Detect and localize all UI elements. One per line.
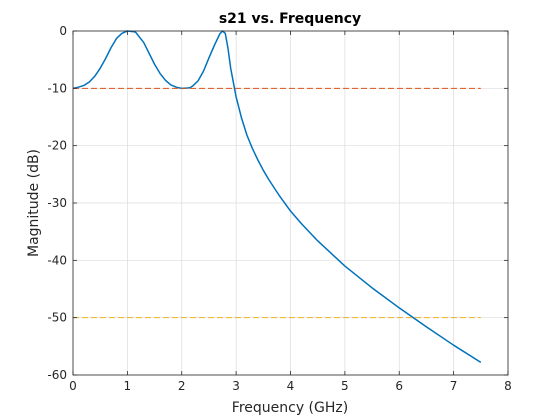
series-group xyxy=(72,30,482,364)
x-tick-label: 8 xyxy=(504,379,512,393)
x-tick-label: 4 xyxy=(287,379,295,393)
y-tick-label: -60 xyxy=(47,368,67,382)
x-tick-label: 6 xyxy=(395,379,403,393)
x-axis-label: Frequency (GHz) xyxy=(232,400,348,416)
y-tick-label: -10 xyxy=(47,81,67,95)
x-tick-label: 0 xyxy=(69,379,77,393)
y-tick-label: 0 xyxy=(59,24,67,38)
x-tick-label: 7 xyxy=(450,379,458,393)
x-tick-label: 1 xyxy=(124,379,132,393)
ticks: 0 1 2 3 4 5 6 7 8 0 -10 -20 -30 -40 -50 -60 xyxy=(47,24,511,393)
y-axis-label: Magnitude (dB) xyxy=(26,149,42,257)
y-tick-label: -30 xyxy=(47,196,67,210)
y-tick-label: -50 xyxy=(47,311,67,325)
x-tick-label: 2 xyxy=(178,379,186,393)
s21-magnitude-line xyxy=(72,30,482,364)
x-tick-label: 3 xyxy=(232,379,240,393)
chart-title: s21 vs. Frequency xyxy=(219,11,361,27)
y-tick-label: -20 xyxy=(47,139,67,153)
y-tick-label: -40 xyxy=(47,253,67,267)
x-tick-label: 5 xyxy=(341,379,349,393)
